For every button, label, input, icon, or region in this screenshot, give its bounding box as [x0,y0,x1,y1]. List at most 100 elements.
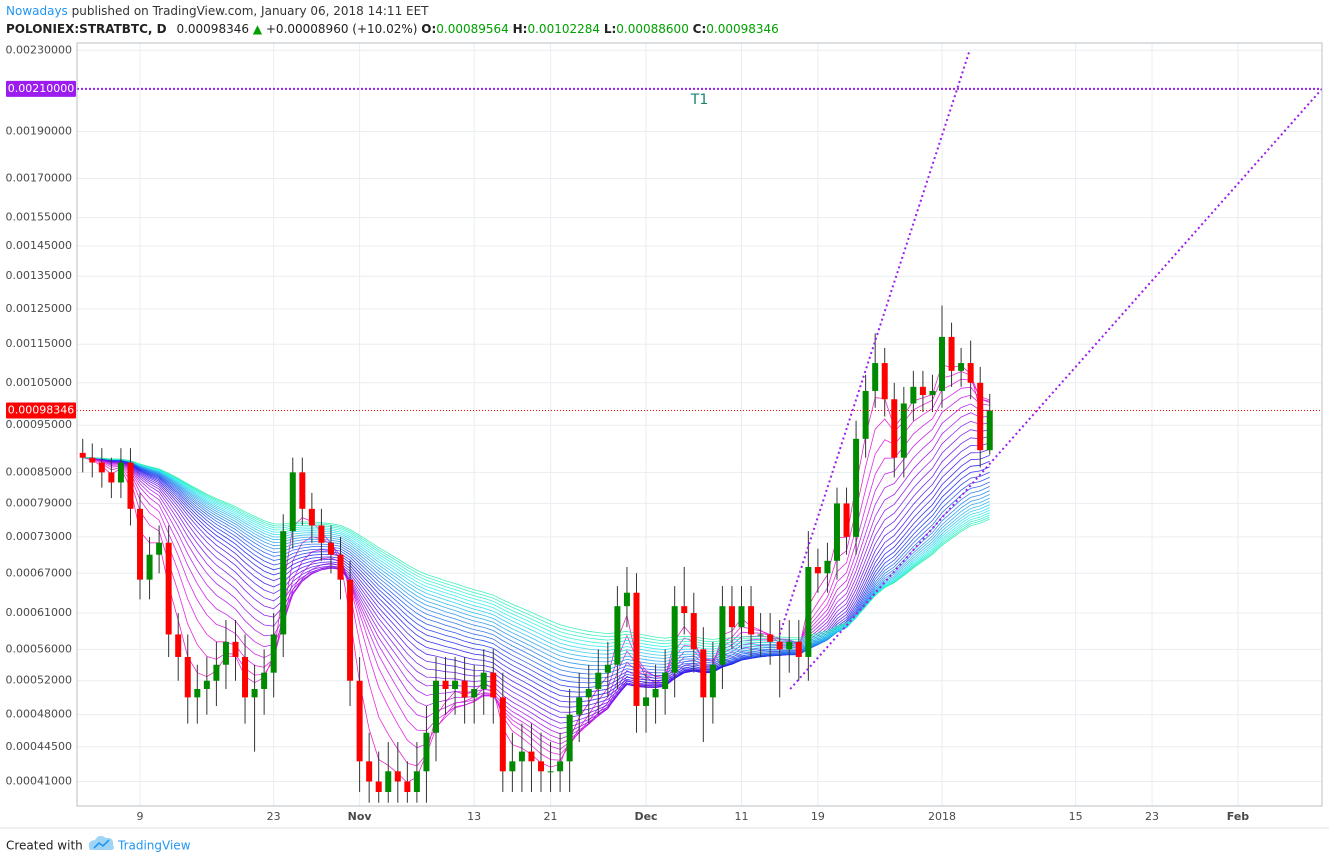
candle-body [900,403,907,458]
candle-body [146,554,153,580]
x-tick-label: 15 [1069,810,1083,823]
candle-body [471,688,478,698]
candle-body [203,680,210,689]
candle-body [347,579,354,681]
candle-body [490,672,497,698]
candle-body [939,336,946,391]
header: Nowadays published on TradingView.com, J… [6,4,429,18]
candle-body [394,771,401,782]
candle-body [805,566,812,657]
candle-body [327,542,334,555]
candle-body [222,641,229,665]
candle-body [308,508,315,526]
axes: 0.00041000 0.00044500 0.00048000 0.00052000… [6,43,1250,823]
candle-body [385,771,392,792]
annotation-text: T1 [690,92,708,108]
open-label: O: [421,22,436,36]
x-tick-label: 23 [267,810,281,823]
candle-body [757,634,764,636]
last-price: 0.00098346 [176,22,249,36]
candle-body [795,641,802,657]
candle-body [728,606,735,628]
y-tick-label: 0.00079000 [6,496,72,509]
arrow: ▲ [253,22,263,36]
x-tick-label: Feb [1227,810,1250,823]
y-tick-label: 0.00048000 [6,708,72,721]
x-tick-label: 13 [467,810,481,823]
candle-body [643,697,650,706]
candle-body [299,472,306,509]
candle-body [184,656,191,698]
candle-body [948,336,955,371]
close-label: C: [693,22,707,36]
candle-body [375,781,382,792]
footer-text: Created with [6,839,83,853]
price-tag-label: 0.00210000 [8,82,74,95]
candle-body [251,688,258,698]
candle-body [614,606,621,665]
high-value: 0.00102284 [527,22,600,36]
footer-brand[interactable]: TradingView [117,839,191,853]
candle-body [604,664,611,673]
low-label: L: [604,22,616,36]
candle-body [585,688,592,698]
candle-body [242,656,249,698]
candle-body [213,664,220,681]
change: +0.00008960 (+10.02%) [266,22,418,36]
low-value: 0.00088600 [616,22,689,36]
y-tick-label: 0.00115000 [6,337,72,350]
candle-body [318,525,325,543]
candle-body [509,761,516,772]
candle-body [337,554,344,580]
candle-body [413,771,420,792]
y-tick-label: 0.00052000 [6,674,72,687]
legend: POLONIEX:STRATBTC, D 0.00098346 ▲ +0.000… [6,22,779,36]
candle-body [366,761,373,782]
price-tag-label: 0.00098346 [8,404,74,417]
candle-body [280,531,287,635]
moving-average [82,435,990,719]
candle-body [891,399,898,458]
moving-average [82,457,990,643]
candle-body [165,542,172,635]
candle-body [872,363,879,391]
y-tick-label: 0.00170000 [6,171,72,184]
x-tick-label: 21 [544,810,558,823]
candle-body [700,649,707,698]
candle-body [137,508,144,580]
candle-body [576,697,583,715]
y-tick-label: 0.00061000 [6,606,72,619]
moving-average [82,429,990,724]
candle-body [652,688,659,698]
candle-body [767,634,774,642]
candle-body [442,680,449,689]
candle-body [356,680,363,762]
y-tick-label: 0.00095000 [6,418,72,431]
open-value: 0.00089564 [436,22,509,36]
candle-body [117,462,124,483]
candle-body [709,664,716,698]
moving-average [82,386,990,750]
candle-body [881,363,888,400]
y-tick-label: 0.00155000 [6,211,72,224]
candle-body [824,560,831,574]
symbol: POLONIEX:STRATBTC, D [6,22,167,36]
candle-body [662,672,669,689]
candle-body [843,503,850,537]
candle-body [690,613,697,650]
candle-body [557,761,564,772]
candle-body [98,462,105,473]
candle-body [432,680,439,733]
moving-average [82,457,990,651]
candle-body [958,363,965,371]
candle-body [127,462,134,509]
trend-lines [778,50,1322,690]
moving-average [82,442,990,713]
y-tick-label: 0.00056000 [6,642,72,655]
y-tick-label: 0.00105000 [6,376,72,389]
moving-average [82,457,990,654]
price-tag [6,80,76,97]
candle-body [518,751,525,762]
